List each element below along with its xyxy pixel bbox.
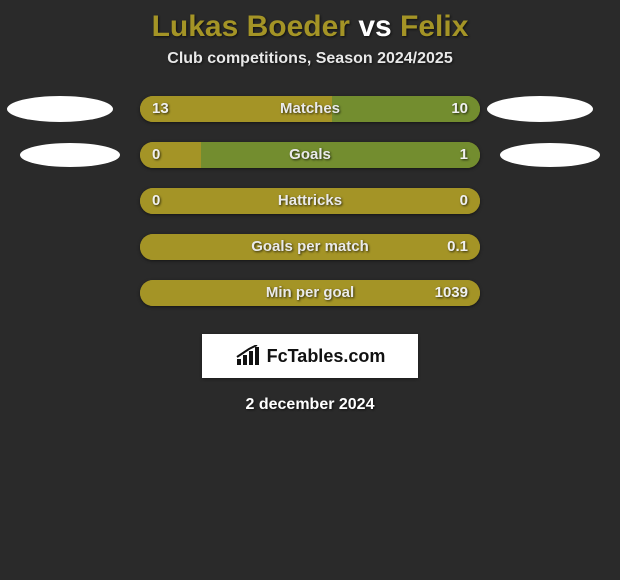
brand-chart-icon [235,345,261,367]
value-left: 0 [152,142,160,168]
value-right: 0.1 [447,234,468,260]
metric-rows: Matches1310Goals01Hattricks00Goals per m… [0,96,620,326]
value-right: 1 [460,142,468,168]
metric-label: Min per goal [0,280,620,306]
brand-box[interactable]: FcTables.com [202,334,418,378]
page-title: Lukas Boeder vs Felix [0,0,620,50]
metric-row: Hattricks0 0 [0,188,620,234]
metric-label: Hattricks [0,188,620,214]
value-right: 10 [451,96,468,122]
decorative-ellipse [20,143,120,167]
value-left: 13 [152,96,169,122]
decorative-ellipse [500,143,600,167]
date-label: 2 december 2024 [0,396,620,414]
subtitle: Club competitions, Season 2024/2025 [0,50,620,68]
brand-label: FcTables.com [267,346,386,367]
player2-name: Felix [400,10,468,43]
player1-name: Lukas Boeder [152,10,350,43]
value-right: 0 [460,188,468,214]
metric-row: Min per goal1039 [0,280,620,326]
value-right: 1039 [435,280,468,306]
decorative-ellipse [487,96,593,122]
value-left: 0 [152,188,160,214]
metric-label: Goals per match [0,234,620,260]
decorative-ellipse [7,96,113,122]
metric-row: Goals per match0.1 [0,234,620,280]
comparison-widget: Lukas Boeder vs Felix Club competitions,… [0,0,620,414]
vs-text: vs [358,10,391,43]
